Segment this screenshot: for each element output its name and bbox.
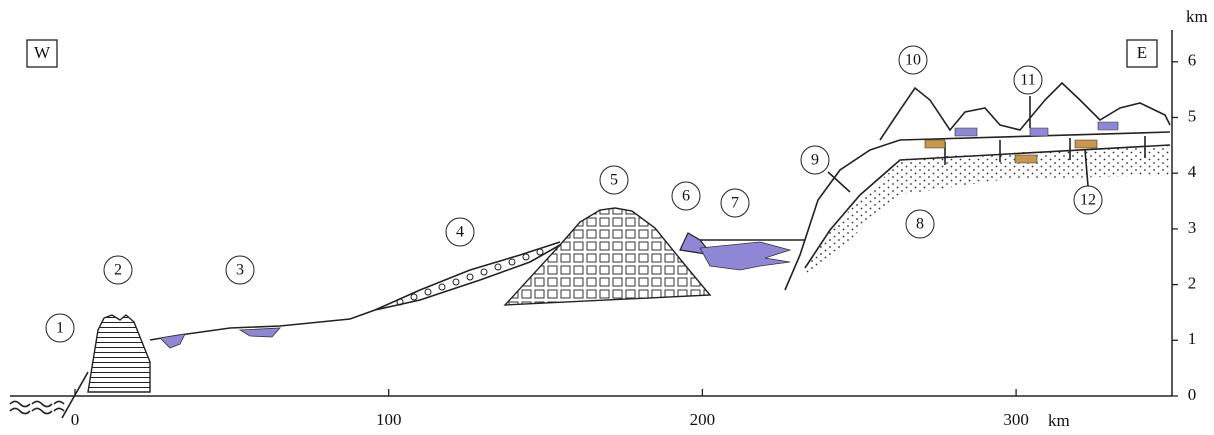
- granite-mountain: [88, 315, 150, 392]
- label-number: 9: [811, 152, 819, 169]
- label-number: 10: [905, 52, 921, 69]
- lake-deposit: [160, 328, 280, 348]
- basin-deposit: [700, 242, 790, 270]
- label-number: 2: [114, 262, 122, 279]
- x-tick-label: 0: [71, 410, 80, 429]
- surface: [150, 242, 560, 340]
- cross-section: km km W E 1 2 3 4 5 6 7 8 9 10 11 1: [0, 0, 1214, 435]
- label-number: 12: [1080, 192, 1096, 209]
- x-tick-label: 200: [690, 410, 716, 429]
- peaks: [880, 83, 1170, 140]
- x-tick-label: 300: [1003, 410, 1029, 429]
- sediments: [805, 145, 1170, 275]
- label-number: 6: [682, 188, 690, 205]
- west-label: W: [34, 43, 51, 62]
- y-tick-label: 2: [1188, 274, 1197, 293]
- y-unit: km: [1186, 7, 1208, 26]
- x-unit: km: [1048, 411, 1070, 430]
- y-tick-label: 1: [1188, 329, 1197, 348]
- label-number: 5: [610, 172, 618, 189]
- y-tick-label: 0: [1188, 385, 1197, 404]
- east-label: E: [1137, 43, 1147, 62]
- label-number: 1: [56, 320, 64, 337]
- label-number: 7: [731, 195, 739, 212]
- label-number: 4: [456, 224, 464, 241]
- x-tick-label: 100: [376, 410, 402, 429]
- sea-waves: [10, 402, 64, 414]
- label-number: 8: [916, 216, 924, 233]
- y-tick-label: 4: [1188, 162, 1197, 181]
- y-tick-label: 3: [1188, 218, 1197, 237]
- y-tick-label: 5: [1188, 106, 1197, 125]
- label-number: 3: [236, 262, 244, 279]
- block-mountain: [505, 208, 710, 305]
- y-tick-label: 6: [1188, 51, 1197, 70]
- label-number: 11: [1020, 72, 1035, 89]
